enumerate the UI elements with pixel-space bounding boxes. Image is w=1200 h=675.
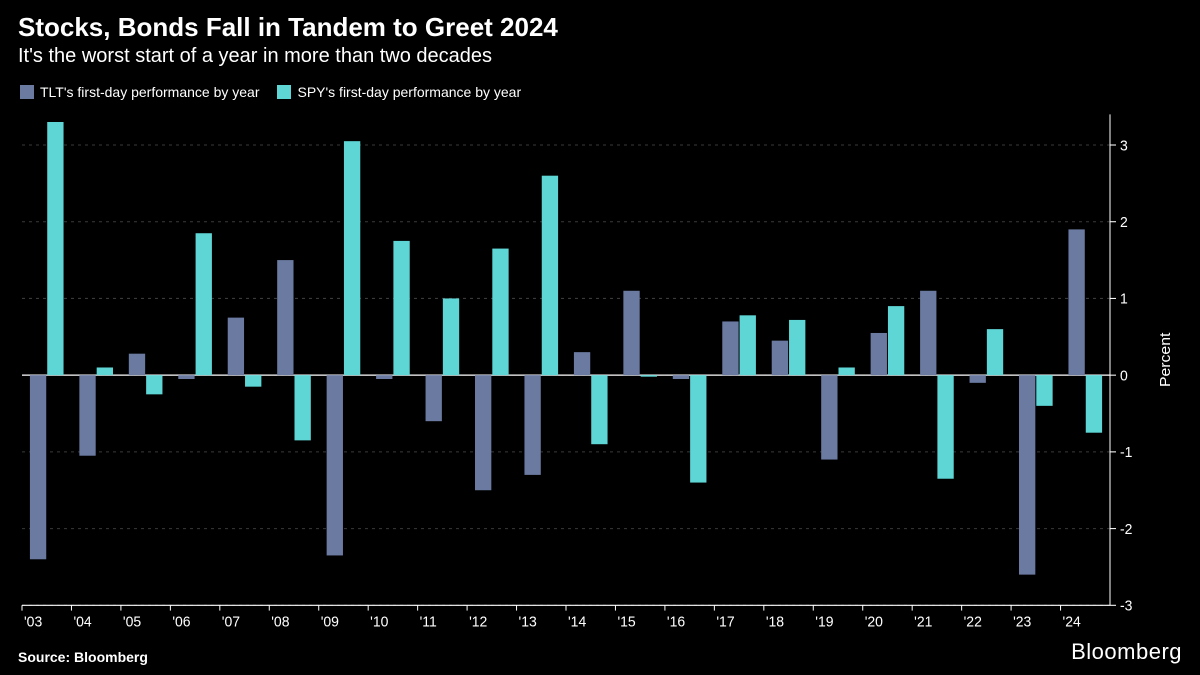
- svg-text:'21: '21: [914, 614, 932, 630]
- svg-text:'24: '24: [1063, 614, 1081, 630]
- svg-text:'22: '22: [964, 614, 982, 630]
- svg-text:'11: '11: [420, 614, 437, 630]
- svg-text:'19: '19: [815, 614, 833, 630]
- chart-subtitle: It's the worst start of a year in more t…: [18, 45, 1182, 68]
- source-text: Source: Bloomberg: [18, 649, 148, 665]
- svg-text:-2: -2: [1120, 522, 1132, 538]
- svg-text:'06: '06: [172, 614, 190, 630]
- svg-text:'23: '23: [1013, 614, 1031, 630]
- svg-text:3: 3: [1120, 138, 1128, 154]
- legend-label-spy: SPY's first-day performance by year: [297, 84, 521, 100]
- svg-text:Percent: Percent: [1157, 332, 1174, 387]
- svg-text:'17: '17: [716, 614, 734, 630]
- bar-chart-svg: -3 -2 -1 0 1 2 3 Percent '03 '04 '05 '06 '07 '08 '09 '1…: [18, 108, 1182, 635]
- svg-text:2: 2: [1120, 215, 1128, 231]
- svg-text:'16: '16: [667, 614, 685, 630]
- svg-text:'08: '08: [271, 614, 289, 630]
- svg-text:1: 1: [1120, 292, 1128, 308]
- svg-text:-3: -3: [1120, 598, 1132, 614]
- svg-text:'14: '14: [568, 614, 586, 630]
- svg-text:'05: '05: [123, 614, 141, 630]
- svg-text:'07: '07: [222, 614, 240, 630]
- svg-text:'13: '13: [519, 614, 537, 630]
- legend: TLT's first-day performance by year SPY'…: [20, 84, 1182, 100]
- svg-text:'18: '18: [766, 614, 784, 630]
- legend-swatch-tlt: [20, 85, 34, 99]
- svg-text:'15: '15: [617, 614, 635, 630]
- svg-text:'20: '20: [865, 614, 883, 630]
- brand-logo: Bloomberg: [1071, 639, 1182, 665]
- chart-title: Stocks, Bonds Fall in Tandem to Greet 20…: [18, 12, 1182, 43]
- svg-text:'09: '09: [321, 614, 339, 630]
- svg-text:'10: '10: [370, 614, 388, 630]
- svg-text:0: 0: [1120, 368, 1128, 384]
- legend-label-tlt: TLT's first-day performance by year: [40, 84, 259, 100]
- legend-swatch-spy: [277, 85, 291, 99]
- svg-text:'03: '03: [24, 614, 42, 630]
- legend-item-spy: SPY's first-day performance by year: [277, 84, 521, 100]
- chart-area: -3 -2 -1 0 1 2 3 Percent '03 '04 '05 '06 '07 '08 '09 '1…: [18, 108, 1182, 635]
- svg-text:'04: '04: [73, 614, 91, 630]
- svg-text:'12: '12: [469, 614, 487, 630]
- legend-item-tlt: TLT's first-day performance by year: [20, 84, 259, 100]
- svg-text:-1: -1: [1120, 445, 1132, 461]
